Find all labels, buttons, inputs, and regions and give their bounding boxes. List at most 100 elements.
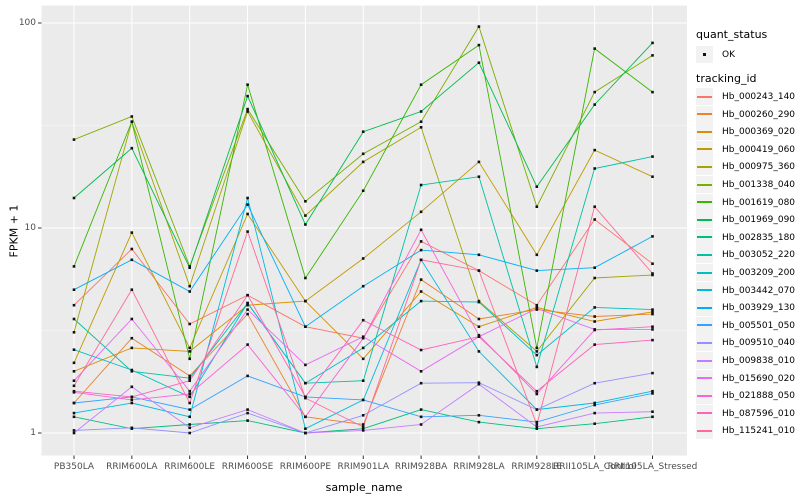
- legend-item-label: Hb_001619_080: [722, 197, 796, 208]
- legend-item: Hb_009510_040: [696, 334, 800, 352]
- legend-key-box: [696, 246, 713, 264]
- legend-item: Hb_000419_060: [696, 140, 800, 158]
- legend-item: Hb_005501_050: [696, 316, 800, 334]
- legend-item: Hb_002835_180: [696, 228, 800, 246]
- legend-key-line: [697, 183, 712, 186]
- legend-item-label: Hb_003052_220: [722, 250, 796, 261]
- legend-item-label: Hb_003929_130: [722, 303, 796, 314]
- legend-key-line: [697, 341, 712, 344]
- legend-item-label: Hb_000260_290: [722, 109, 796, 120]
- legend-key-box: [696, 369, 713, 387]
- legend-key-box: [696, 264, 713, 281]
- legend-key-box: [696, 281, 713, 299]
- legend-item: Hb_000260_290: [696, 105, 800, 123]
- legend-item: Hb_001338_040: [696, 176, 800, 193]
- legend-key-box: [696, 387, 713, 405]
- legend-item-label: OK: [722, 50, 735, 60]
- y-tick-label: 10: [24, 222, 36, 233]
- legend-item: Hb_000369_020: [696, 123, 800, 141]
- legend-key-box: [696, 88, 713, 105]
- legend-item: Hb_003442_070: [696, 281, 800, 299]
- legend-item-label: Hb_000975_360: [722, 162, 796, 173]
- legend-item-label: Hb_115241_010: [722, 426, 796, 437]
- legend-key-line: [697, 412, 712, 415]
- legend-item-label: Hb_009838_010: [722, 356, 796, 366]
- legend-item: Hb_115241_010: [696, 422, 800, 440]
- x-tick-label: RRIM928LA: [453, 462, 505, 472]
- legend-item: Hb_000975_360: [696, 158, 800, 176]
- legend-key-box: [696, 158, 713, 176]
- legend-key-line: [697, 324, 712, 327]
- legend-item: Hb_001969_090: [696, 211, 800, 229]
- legend-item: Hb_015690_020: [696, 369, 800, 387]
- legend-key-line: [697, 253, 712, 256]
- legend-key-box: [696, 299, 713, 317]
- legend-item: Hb_003929_130: [696, 299, 800, 317]
- legend-key-box: [696, 140, 713, 158]
- legend-key-box: [696, 211, 713, 229]
- legend-key-line: [697, 218, 712, 221]
- legend-item-label: Hb_001969_090: [722, 215, 796, 226]
- legend-item-label: Hb_002835_180: [722, 232, 796, 243]
- legend-key-line: [697, 377, 712, 380]
- legend-key-line: [697, 148, 712, 151]
- legend-key-line: [697, 394, 712, 397]
- legend-key-box: [696, 193, 713, 211]
- legend-key-line: [697, 429, 712, 432]
- legend-key-line: [697, 271, 712, 274]
- legend-item: Hb_009838_010: [696, 352, 800, 369]
- legend-key-box: [696, 334, 713, 352]
- legend-item: Hb_003209_200: [696, 264, 800, 281]
- legend-key-box: [696, 176, 713, 193]
- legend-title-tracking-id: tracking_id: [696, 72, 757, 85]
- legend-item-label: Hb_009510_040: [722, 338, 796, 349]
- legend-item-label: Hb_001338_040: [722, 180, 796, 190]
- legend-item-label: Hb_000419_060: [722, 144, 796, 155]
- x-tick-label: RRII105LA_Control: [552, 462, 637, 472]
- legend-item-label: Hb_003442_070: [722, 285, 796, 296]
- legend-key-line: [697, 359, 712, 362]
- legend-title-quant-status: quant_status: [696, 28, 768, 41]
- x-tick-label: RRIM600PE: [279, 462, 331, 472]
- legend-item-label: Hb_087596_010: [722, 408, 796, 419]
- x-tick-label: RRIM600LA: [106, 462, 158, 472]
- legend-item: Hb_087596_010: [696, 404, 800, 422]
- legend-key-box: [696, 316, 713, 334]
- legend-item-label: Hb_003209_200: [722, 268, 796, 278]
- legend-key-box: [696, 46, 713, 63]
- point-symbol-icon: [703, 53, 706, 56]
- legend-key-box: [696, 404, 713, 422]
- x-tick-label: RRIM928LE: [511, 462, 563, 472]
- legend-item: Hb_003052_220: [696, 246, 800, 264]
- legend-key-line: [697, 201, 712, 204]
- legend-key-box: [696, 228, 713, 246]
- x-tick-label: PB350LA: [53, 462, 95, 472]
- x-tick-label: RRIM928BA: [394, 462, 448, 472]
- legend-item-label: Hb_005501_050: [722, 320, 796, 331]
- legend-key-box: [696, 123, 713, 141]
- legend-key-line: [697, 236, 712, 239]
- legend-item-label: Hb_015690_020: [722, 373, 796, 384]
- legend-item-label: Hb_000243_140: [722, 92, 796, 102]
- legend-key-line: [697, 306, 712, 309]
- x-tick-label: RRIM901LA: [337, 462, 389, 472]
- legend-item-label: Hb_000369_020: [722, 127, 796, 138]
- y-tick-label: 100: [18, 17, 36, 28]
- legend-item: Hb_000243_140: [696, 88, 800, 105]
- legend-item-label: Hb_021888_050: [722, 391, 796, 402]
- legend-key-box: [696, 422, 713, 440]
- data-points-group: [72, 25, 654, 435]
- x-tick-label: RRIM600LE: [164, 462, 216, 472]
- legend-key-line: [697, 165, 712, 168]
- legend-key-box: [696, 105, 713, 123]
- legend-item: Hb_021888_050: [696, 387, 800, 405]
- legend-item-ok: OK: [696, 46, 800, 63]
- legend-key-line: [697, 95, 712, 98]
- legend-key-line: [697, 113, 712, 116]
- legend-key-box: [696, 352, 713, 369]
- legend-key-line: [697, 289, 712, 292]
- x-tick-label: RRII105LA_Stressed: [607, 462, 698, 472]
- y-tick-label: 1: [30, 427, 36, 438]
